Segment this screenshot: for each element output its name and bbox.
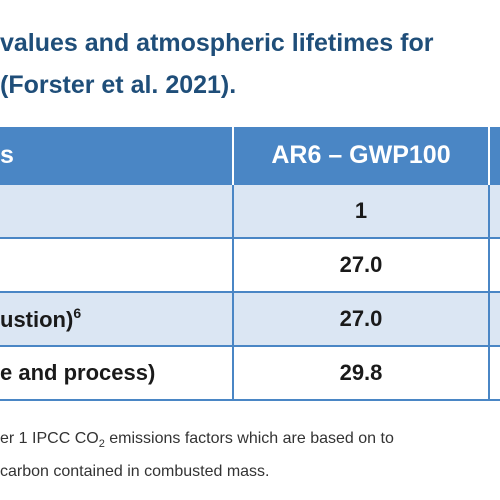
table-row: 27.0 <box>0 237 500 292</box>
row-gwp100-value: 27.0 <box>232 291 490 346</box>
row-next-cell <box>489 345 500 401</box>
row-next-cell <box>489 237 500 292</box>
table-row: ustion)6 27.0 <box>0 291 500 346</box>
row-name <box>0 237 233 292</box>
footnote-text: er 1 IPCC CO <box>0 430 99 447</box>
table-footnotes: er 1 IPCC CO2 emissions factors which ar… <box>0 425 394 485</box>
footnote-marker: 6 <box>73 305 82 321</box>
row-name <box>0 183 233 238</box>
table-row: e and process) 29.8 <box>0 345 500 401</box>
gwp-table-container: s AR6 – GWP100 1 27.0 ustion)6 27.0 <box>0 127 500 401</box>
caption-line-2: (Forster et al. 2021). <box>0 71 237 99</box>
row-next-cell <box>489 291 500 346</box>
header-next <box>489 127 500 184</box>
footnote-line-1: er 1 IPCC CO2 emissions factors which ar… <box>0 425 394 458</box>
row-gwp100-value: 27.0 <box>232 237 490 292</box>
table-caption: values and atmospheric lifetimes for (Fo… <box>0 22 433 106</box>
row-name: ustion) <box>0 307 74 332</box>
row-name: e and process) <box>0 345 233 401</box>
caption-line-1: values and atmospheric lifetimes for <box>0 29 434 57</box>
header-ar6-gwp100: AR6 – GWP100 <box>233 127 490 184</box>
row-next-cell <box>489 183 500 238</box>
footnote-line-2: carbon contained in combusted mass. <box>0 463 270 481</box>
header-gas: s <box>0 127 234 184</box>
row-gwp100-value: 29.8 <box>232 345 490 401</box>
row-name-cell: ustion)6 <box>0 291 233 346</box>
gwp-table: s AR6 – GWP100 1 27.0 ustion)6 27.0 <box>0 127 500 401</box>
row-gwp100-value: 1 <box>232 183 490 238</box>
subscript: 2 <box>98 438 105 451</box>
footnote-text: emissions factors which are based on to <box>104 430 394 447</box>
table-row: 1 <box>0 183 500 238</box>
table-header-row: s AR6 – GWP100 <box>0 127 500 184</box>
